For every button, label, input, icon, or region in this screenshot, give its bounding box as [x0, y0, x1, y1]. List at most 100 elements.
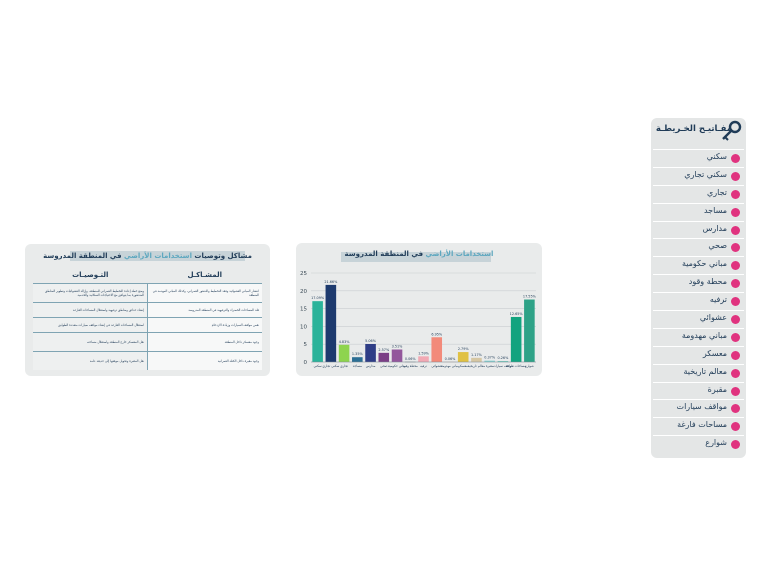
legend-swatch: [731, 368, 740, 378]
legend-swatch: [731, 207, 740, 217]
y-tick-label: 15: [300, 307, 307, 313]
legend-item: مواقف سيارات: [653, 399, 744, 417]
bar: [510, 316, 522, 362]
table-row: نقص مواقف السيارات وزيادة الازدحام استغلا…: [33, 317, 262, 333]
problem-cell: نقص مواقف السيارات وزيادة الازدحام: [147, 317, 262, 333]
problem-cell: قلة المساحات الخضراء والترفيهية في المنط…: [147, 302, 262, 318]
problem-cell: وجود مقبرة داخل الكتلة العمرانية: [147, 351, 262, 370]
legend-item: صحي: [653, 238, 744, 256]
legend-swatch: [731, 404, 740, 414]
bar: [524, 299, 535, 362]
bar: [471, 357, 482, 362]
bar: [484, 360, 495, 362]
bar: [352, 357, 363, 362]
legend-swatch: [731, 315, 740, 325]
table-title: مشاكل وتوصيات استخدامات الأراضي في المنط…: [25, 252, 270, 260]
legend-title: مفـاتيـح الخـريطـة: [655, 124, 732, 134]
bar-data-label: 17.55%: [523, 295, 537, 299]
chart-title-tail: في المنطقة المدروسة: [344, 250, 426, 258]
legend-label: مساحات فارغة: [677, 420, 727, 430]
bar-data-label: 5.06%: [365, 339, 377, 343]
x-tick-label: عشوائي: [431, 364, 442, 368]
land-use-bar-chart: 0 5 10 15 20 25 17.09% سكني 21.66% سكني تجاري 4.83…: [300, 271, 537, 368]
table-body: انتشار المباني العشوائية وفقد التخطيط وا…: [33, 283, 262, 370]
legend-label: سكني تجاري: [684, 169, 727, 179]
x-tick-label: سكني تجاري: [322, 364, 339, 368]
bar: [391, 349, 403, 362]
bar-data-label: 1.17%: [471, 353, 483, 357]
column-header-recommendations: التـوصيـات: [33, 268, 148, 284]
table-row: قلة المساحات الخضراء والترفيهية في المنط…: [33, 302, 262, 318]
bar: [431, 337, 443, 362]
bar: [338, 344, 350, 362]
legend-swatch: [731, 332, 740, 342]
legend-label: محطة وقود: [688, 277, 727, 287]
table-title-main: مشاكل وتوصيات: [194, 252, 252, 260]
legend-item: عشوائي: [653, 310, 744, 328]
legend-item: تجاري: [653, 184, 744, 203]
column-header-problems: المشـاكـل: [147, 268, 262, 284]
map-legend: مفـاتيـح الخـريطـة سكني سكني تجاري تجاري مس…: [651, 118, 746, 458]
legend-label: تجاري: [707, 187, 727, 197]
x-tick-label: صحي: [380, 364, 388, 368]
legend-swatch: [731, 154, 740, 163]
legend-swatch: [731, 350, 740, 360]
x-tick-label: ترفيه: [420, 364, 427, 368]
legend-swatch: [731, 171, 740, 181]
chart-title-highlight: استخدامات الأراضي: [425, 250, 494, 258]
bar-data-label: 21.66%: [324, 280, 338, 284]
bar: [418, 356, 429, 362]
table-wrapper: المشـاكـل التـوصيـات انتشار المباني العش…: [33, 268, 262, 372]
legend-swatch: [731, 261, 740, 271]
problem-cell: وجود معسكر داخل المنطقة: [147, 332, 262, 352]
legend-swatch: [731, 440, 740, 450]
table-title-highlight: استخدامات الأراضي: [121, 252, 195, 260]
x-tick-label: مباني حكومية: [388, 364, 406, 368]
bar-data-label: 2.57%: [378, 348, 390, 352]
y-tick-label: 25: [300, 271, 307, 277]
x-tick-label: مقبرة: [486, 364, 494, 368]
recommendation-cell: نقل المعسكر خارج المنطقة واستغلال مساحته: [33, 332, 148, 352]
chart-title-bar: [341, 252, 491, 262]
legend-label: صحي: [708, 241, 727, 251]
problem-cell: انتشار المباني العشوائية وفقد التخطيط وا…: [147, 283, 262, 303]
bar-data-label: 0.37%: [484, 356, 496, 360]
x-tick-label: مساحات فارغة: [506, 364, 526, 368]
legend-label: عشوائي: [699, 313, 727, 323]
legend-label: سكني: [706, 152, 727, 161]
x-tick-label: تجاري: [340, 364, 348, 368]
legend-items: سكني سكني تجاري تجاري مساجد مدارس صحي مباني حك…: [653, 149, 744, 453]
table-row: وجود مقبرة داخل الكتلة العمرانية نقل المق…: [33, 351, 262, 370]
recommendation-cell: استغلال المساحات الفارغة في إنشاء مواقف …: [33, 317, 148, 333]
legend-item: مساحات فارغة: [653, 417, 744, 435]
x-tick-label: مواقف سيارات: [493, 364, 513, 368]
legend-item: معالم تاريخية: [653, 363, 744, 382]
legend-item: معسكر: [653, 345, 744, 364]
legend-item: مقبرة: [653, 381, 744, 400]
legend-swatch: [731, 297, 740, 307]
bar: [378, 352, 390, 362]
legend-label: شوارع: [705, 438, 727, 448]
legend-item: مباني مهدومة: [653, 327, 744, 346]
legend-item: سكني تجاري: [653, 166, 744, 185]
x-tick-label: مباني مهدومة: [441, 364, 459, 368]
recommendation-cell: إنشاء حدائق ومناطق ترفيهية واستغلال المس…: [33, 302, 148, 318]
x-tick-label: مساجد: [353, 364, 362, 368]
bar-data-label: 3.51%: [392, 345, 404, 349]
bar-data-label: 0.06%: [445, 357, 457, 361]
bar: [325, 284, 337, 362]
bar-data-label: 4.83%: [339, 340, 351, 344]
bar-data-label: 0.26%: [498, 356, 510, 360]
table-row: انتشار المباني العشوائية وفقد التخطيط وا…: [33, 283, 262, 303]
title-highlight-bar: [70, 251, 245, 261]
y-tick-label: 10: [300, 324, 307, 330]
bar-data-label: 2.79%: [458, 347, 470, 351]
legend-swatch: [731, 243, 740, 253]
problems-table: المشـاكـل التـوصيـات انتشار المباني العش…: [33, 268, 262, 370]
legend-label: مواقف سيارات: [676, 402, 727, 412]
x-tick-label: محطة وقود: [403, 364, 419, 368]
table-row: وجود معسكر داخل المنطقة نقل المعسكر خارج …: [33, 332, 262, 352]
bar-data-label: 0.06%: [405, 357, 417, 361]
bar: [312, 301, 323, 362]
legend-swatch: [731, 386, 740, 396]
